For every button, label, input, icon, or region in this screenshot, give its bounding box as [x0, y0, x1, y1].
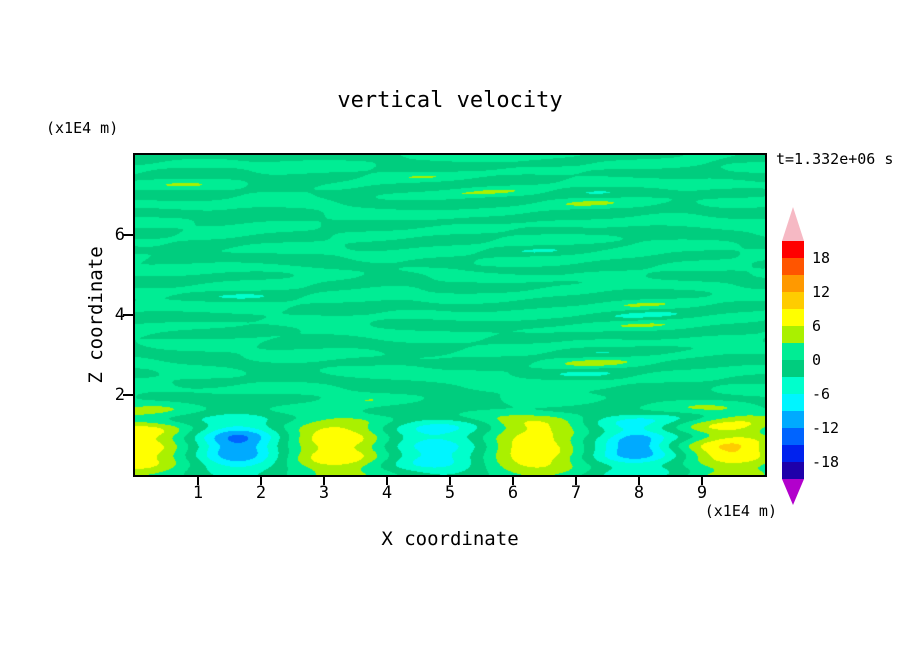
- y-tick-label: 4: [114, 305, 125, 325]
- colorbar-segment: [782, 377, 804, 394]
- colorbar-segments: [782, 241, 804, 479]
- x-axis-title: X coordinate: [381, 528, 519, 550]
- colorbar-under-arrow: [782, 479, 804, 505]
- colorbar: [782, 207, 804, 505]
- y-tick-mark: [123, 314, 133, 316]
- x-tick-label: 4: [381, 483, 393, 503]
- colorbar-segment: [782, 411, 804, 428]
- time-annotation: t=1.332e+06 s: [776, 150, 894, 168]
- y-axis-unit-label: (x1E4 m): [46, 119, 119, 137]
- x-tick-label: 6: [507, 483, 519, 503]
- colorbar-segment: [782, 394, 804, 411]
- x-tick-mark: [575, 477, 577, 485]
- plot-frame: [133, 153, 767, 477]
- colorbar-label: 12: [812, 283, 831, 301]
- x-tick-label: 5: [444, 483, 456, 503]
- x-tick-label: 3: [318, 483, 330, 503]
- x-tick-mark: [512, 477, 514, 485]
- colorbar-over-arrow: [782, 207, 804, 241]
- x-tick-label: 8: [633, 483, 645, 503]
- colorbar-segment: [782, 428, 804, 445]
- colorbar-segment: [782, 326, 804, 343]
- colorbar-label: -18: [812, 453, 840, 471]
- x-tick-mark: [260, 477, 262, 485]
- x-axis-unit-label: (x1E4 m): [704, 502, 777, 520]
- y-tick-mark: [123, 234, 133, 236]
- x-tick-mark: [323, 477, 325, 485]
- x-tick-mark: [638, 477, 640, 485]
- x-tick-label: 9: [696, 483, 708, 503]
- y-tick-label: 6: [114, 225, 125, 245]
- colorbar-segment: [782, 241, 804, 258]
- x-tick-label: 2: [255, 483, 267, 503]
- colorbar-segment: [782, 275, 804, 292]
- colorbar-segment: [782, 258, 804, 275]
- contour-plot-canvas: [135, 155, 765, 475]
- x-tick-mark: [197, 477, 199, 485]
- colorbar-segment: [782, 343, 804, 360]
- colorbar-segment: [782, 292, 804, 309]
- x-tick-mark: [386, 477, 388, 485]
- colorbar-label: -6: [812, 385, 831, 403]
- colorbar-label: 18: [812, 249, 831, 267]
- x-tick-label: 1: [192, 483, 204, 503]
- x-tick-mark: [449, 477, 451, 485]
- plot-title: vertical velocity: [337, 88, 563, 113]
- colorbar-segment: [782, 360, 804, 377]
- colorbar-segment: [782, 309, 804, 326]
- x-tick-mark: [701, 477, 703, 485]
- y-tick-label: 2: [114, 385, 125, 405]
- y-tick-mark: [123, 394, 133, 396]
- colorbar-label: 6: [812, 317, 822, 335]
- colorbar-label: 0: [812, 351, 822, 369]
- colorbar-label: -12: [812, 419, 840, 437]
- colorbar-segment: [782, 445, 804, 462]
- colorbar-segment: [782, 462, 804, 479]
- x-tick-label: 7: [570, 483, 582, 503]
